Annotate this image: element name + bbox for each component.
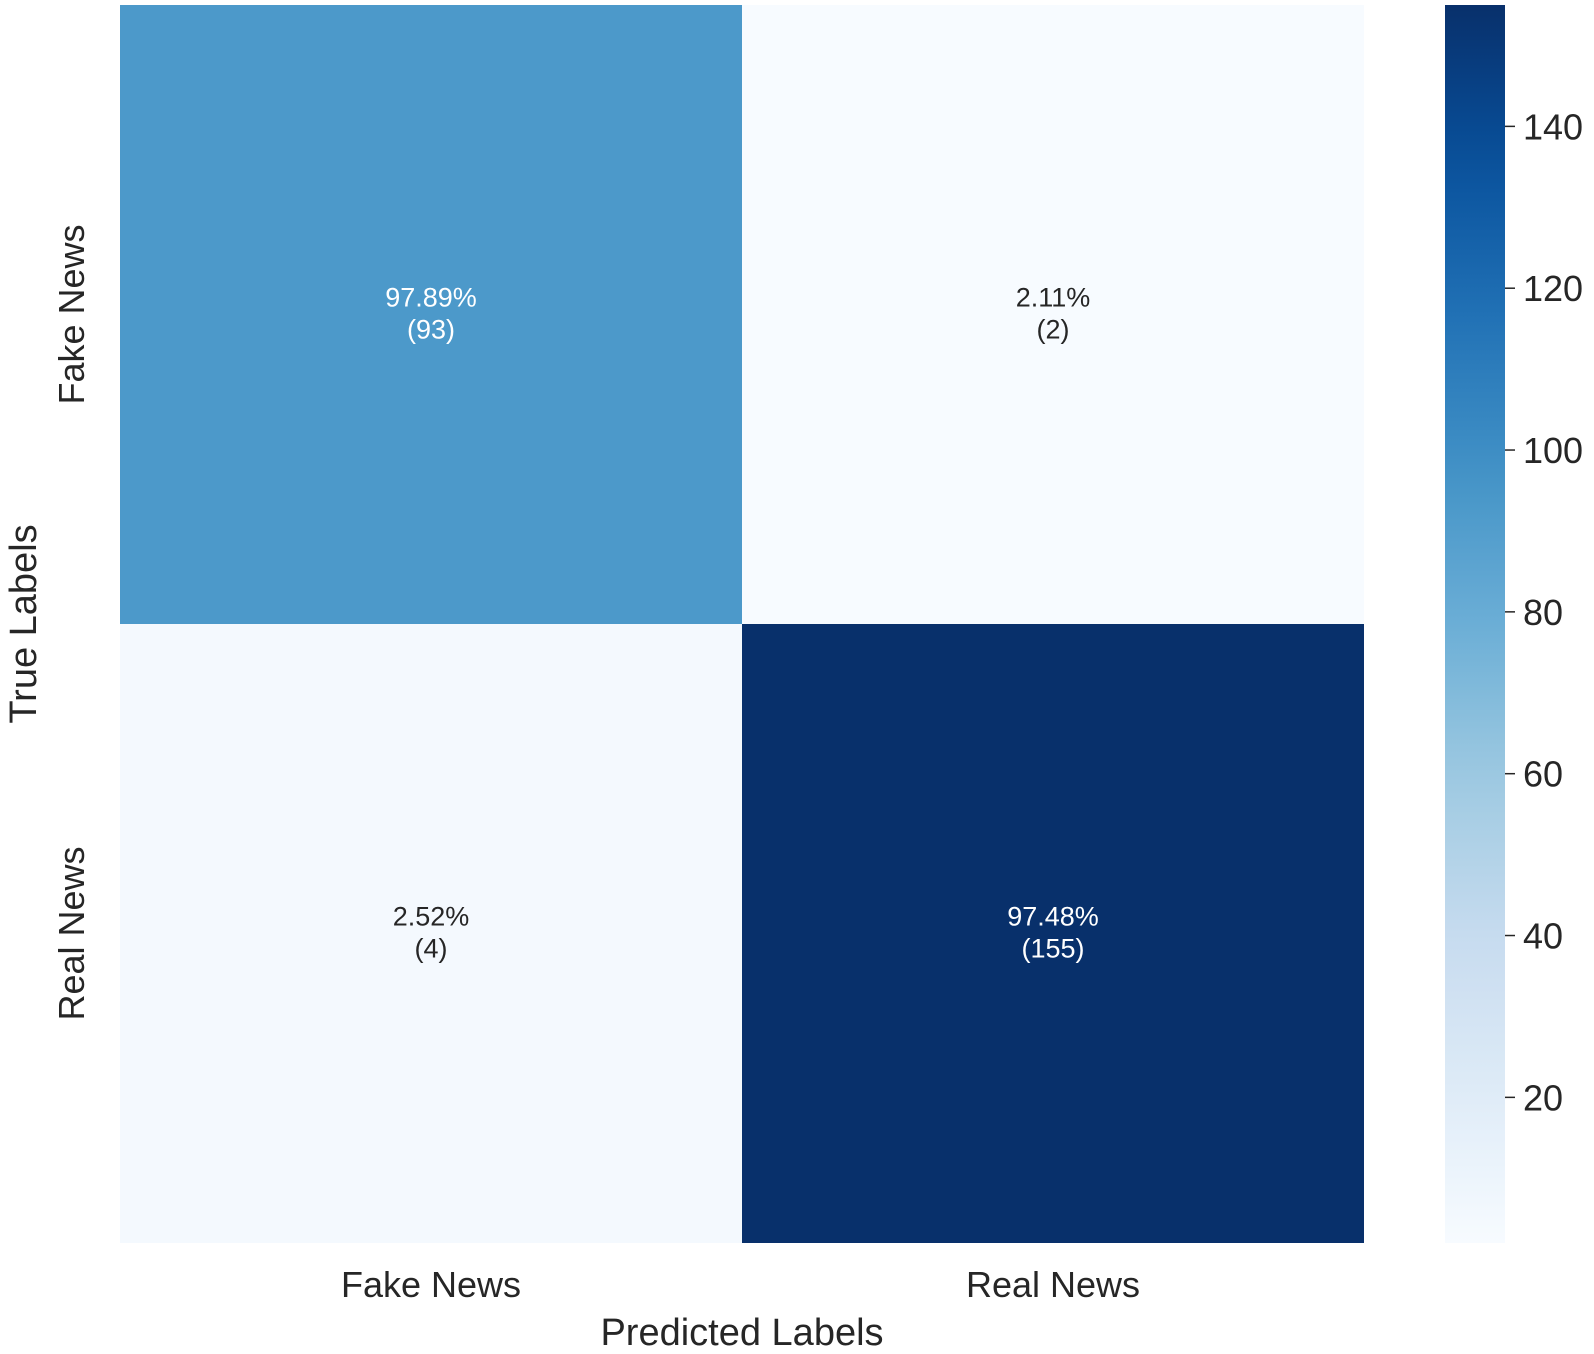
cell-percent-label: 97.48% xyxy=(1007,902,1099,932)
colorbar-tick-label: 40 xyxy=(1523,916,1563,957)
cell-count-label: (93) xyxy=(407,315,455,345)
y-axis-title: True Labels xyxy=(3,524,45,723)
heatmap-cells: 97.89%(93) 2.11%(2) 2.52%(4) 97.48%(155) xyxy=(120,5,1364,1243)
cell-count-label: (2) xyxy=(1037,315,1070,345)
colorbar-tick-label: 140 xyxy=(1523,106,1583,147)
colorbar: 20 40 60 80 100 120 140 xyxy=(1445,5,1583,1243)
cell-percent-label: 97.89% xyxy=(385,283,477,313)
cell-count-label: (4) xyxy=(415,934,448,964)
colorbar-tick-label: 20 xyxy=(1523,1077,1563,1118)
colorbar-tick-label: 100 xyxy=(1523,430,1583,471)
colorbar-gradient xyxy=(1445,5,1505,1243)
cell-count-label: (155) xyxy=(1021,934,1084,964)
colorbar-tick-label: 80 xyxy=(1523,592,1563,633)
x-tick-label: Fake News xyxy=(341,1264,521,1305)
x-axis-title: Predicted Labels xyxy=(600,1312,883,1354)
colorbar-tick-label: 60 xyxy=(1523,754,1563,795)
x-tick-label: Real News xyxy=(966,1264,1140,1305)
axis-ticks: Fake News Real News Fake News Real News xyxy=(51,224,1140,1305)
cell-percent-label: 2.52% xyxy=(393,902,470,932)
heatmap-cell xyxy=(120,624,742,1243)
heatmap-cell xyxy=(120,5,742,624)
y-tick-label: Real News xyxy=(51,846,92,1020)
colorbar-tick-label: 120 xyxy=(1523,268,1583,309)
heatmap-cell xyxy=(742,624,1364,1243)
y-tick-label: Fake News xyxy=(51,224,92,404)
heatmap-cell xyxy=(742,5,1364,624)
cell-percent-label: 2.11% xyxy=(1016,283,1091,313)
